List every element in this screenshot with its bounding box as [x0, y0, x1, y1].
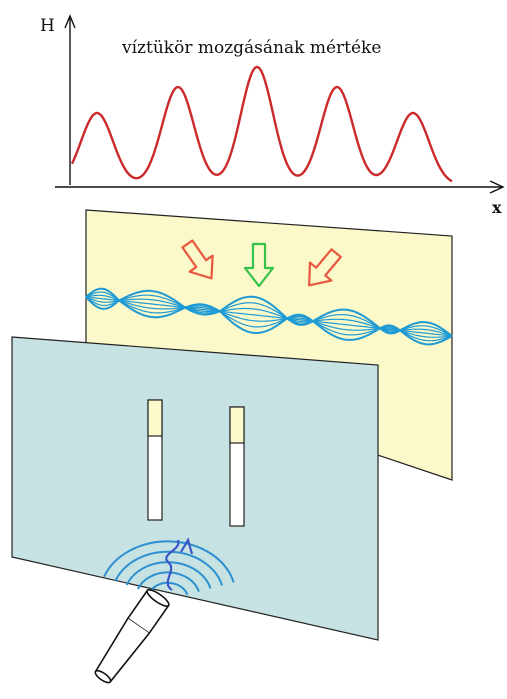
graph-title: víztükör mozgásának mértéke — [121, 38, 381, 58]
surface-motion-curve — [70, 65, 453, 183]
torch-icon — [94, 589, 170, 684]
graph: H x víztükör mozgásának mértéke — [40, 14, 505, 217]
pattern-strand — [85, 296, 453, 338]
y-axis-arrowhead — [64, 14, 76, 29]
down-arrow-icon — [243, 242, 275, 288]
pattern-strand — [85, 294, 453, 337]
down-right-arrow-icon — [181, 239, 214, 280]
wave-front-arc — [148, 581, 189, 596]
front-screen — [11, 336, 379, 641]
down-left-arrow-icon — [308, 248, 342, 287]
pattern-strand — [85, 296, 453, 337]
pattern-strand — [85, 287, 453, 337]
right-slit — [229, 406, 245, 527]
wave-front-arc — [125, 561, 212, 589]
left-slit — [147, 399, 163, 521]
y-axis-label: H — [40, 16, 55, 36]
pattern-strand — [85, 291, 453, 337]
x-axis-label: x — [492, 198, 502, 217]
pattern-strand — [85, 296, 453, 342]
wave-source — [94, 537, 235, 684]
wave-front-arc — [103, 540, 235, 583]
source-wave-fronts — [103, 540, 235, 596]
pattern-strand — [85, 296, 453, 346]
source-ray-arrowhead — [180, 537, 194, 555]
source-ray — [165, 539, 180, 591]
interference-pattern — [85, 287, 453, 346]
x-axis-arrowhead — [489, 180, 505, 194]
front-screen-panel — [11, 336, 379, 641]
